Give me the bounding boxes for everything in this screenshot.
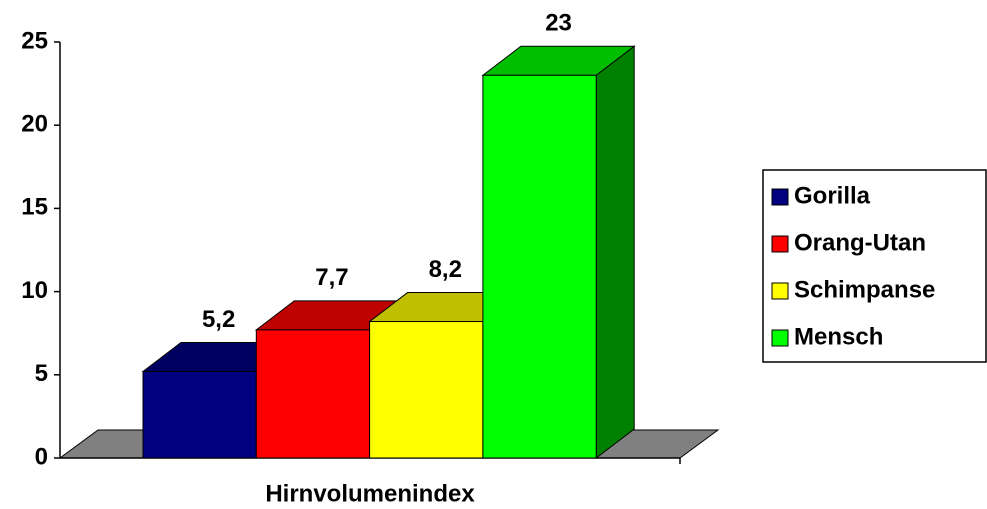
bar	[482, 74, 597, 459]
legend-swatch	[771, 188, 789, 206]
legend-swatch	[771, 235, 789, 253]
data-label: 23	[545, 10, 572, 37]
legend-label: Schimpanse	[794, 276, 935, 303]
legend-swatch	[771, 329, 789, 347]
bar	[369, 321, 484, 459]
data-label: 5,2	[202, 306, 235, 333]
y-tick-label: 25	[21, 27, 48, 54]
y-tick-label: 10	[21, 277, 48, 304]
legend-label: Mensch	[794, 323, 883, 350]
bar-side	[595, 45, 635, 460]
legend-swatch	[771, 282, 789, 300]
y-tick-label: 0	[35, 443, 48, 470]
x-axis-label: Hirnvolumenindex	[265, 480, 475, 507]
legend-label: Orang-Utan	[794, 229, 926, 256]
data-label: 7,7	[315, 264, 348, 291]
data-label: 8,2	[429, 256, 462, 283]
bar	[255, 329, 371, 459]
legend-label: Gorilla	[794, 182, 871, 209]
legend	[762, 169, 987, 363]
y-tick-label: 20	[21, 111, 48, 138]
y-tick-label: 5	[35, 360, 48, 387]
bar	[142, 370, 257, 459]
y-tick-label: 15	[21, 194, 48, 221]
